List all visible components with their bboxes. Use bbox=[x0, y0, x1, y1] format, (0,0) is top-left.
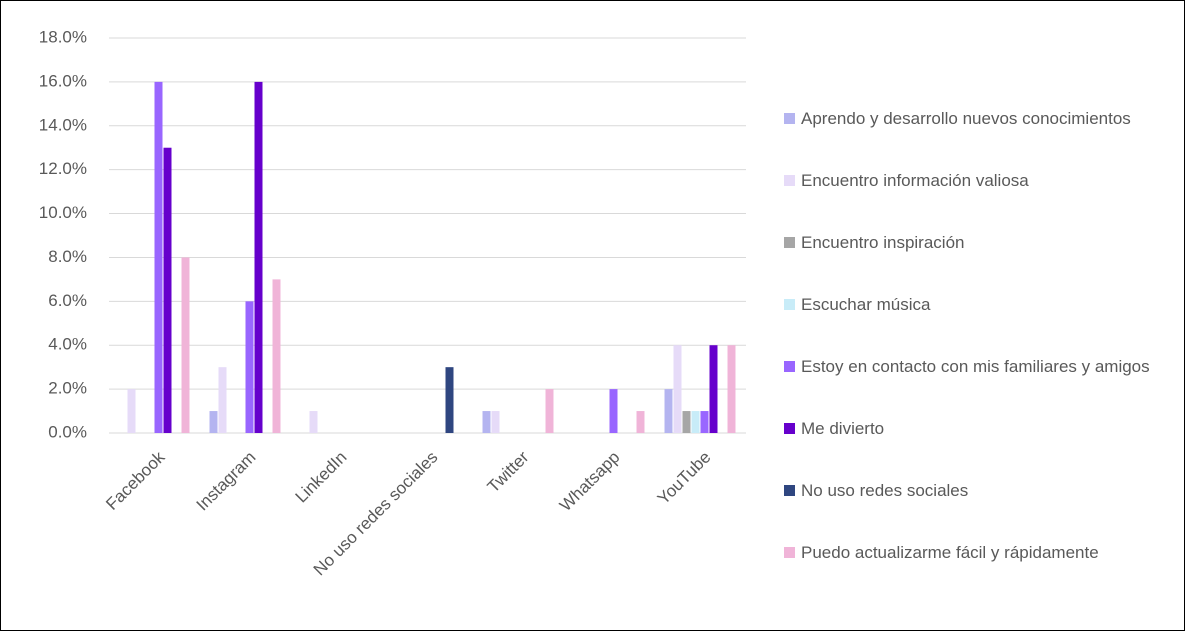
legend-swatch bbox=[784, 299, 795, 310]
y-tick-label: 18.0% bbox=[39, 27, 87, 46]
legend-swatch bbox=[784, 113, 795, 124]
legend-item: No uso redes sociales bbox=[784, 477, 1179, 504]
bar bbox=[272, 279, 281, 433]
bar bbox=[245, 301, 254, 433]
bar bbox=[482, 411, 491, 433]
legend-item: Me divierto bbox=[784, 415, 1179, 442]
y-tick-label: 12.0% bbox=[39, 159, 87, 178]
x-tick-label: Instagram bbox=[193, 448, 260, 515]
bar bbox=[700, 411, 709, 433]
x-tick-label: YouTube bbox=[654, 448, 715, 509]
bar bbox=[609, 389, 618, 433]
bar bbox=[491, 411, 500, 433]
bar bbox=[181, 257, 190, 433]
legend-label: Escuchar música bbox=[801, 295, 931, 314]
x-tick-label: Whatsapp bbox=[556, 448, 624, 516]
bar bbox=[209, 411, 218, 433]
legend-item: Escuchar música bbox=[784, 291, 1179, 318]
legend-item: Encuentro información valiosa bbox=[784, 167, 1179, 194]
bar bbox=[691, 411, 700, 433]
bar bbox=[127, 389, 136, 433]
y-tick-label: 10.0% bbox=[39, 203, 87, 222]
bar bbox=[163, 147, 172, 433]
bar bbox=[254, 81, 263, 433]
x-tick-label: Facebook bbox=[102, 447, 169, 514]
bar bbox=[309, 411, 318, 433]
y-tick-label: 4.0% bbox=[48, 335, 87, 354]
legend-swatch bbox=[784, 423, 795, 434]
y-tick-label: 6.0% bbox=[48, 291, 87, 310]
legend-label: Estoy en contacto con mis familiares y a… bbox=[801, 357, 1150, 376]
bar bbox=[154, 81, 163, 433]
bar bbox=[664, 389, 673, 433]
legend-swatch bbox=[784, 547, 795, 558]
legend-label: Encuentro información valiosa bbox=[801, 171, 1029, 190]
bar bbox=[218, 367, 227, 433]
legend-label: Aprendo y desarrollo nuevos conocimiento… bbox=[801, 109, 1131, 128]
bar bbox=[636, 411, 645, 433]
legend-item: Estoy en contacto con mis familiares y a… bbox=[784, 353, 1179, 380]
legend-swatch bbox=[784, 175, 795, 186]
bar bbox=[445, 367, 454, 433]
legend-label: Puedo actualizarme fácil y rápidamente bbox=[801, 543, 1099, 562]
bar bbox=[709, 345, 718, 433]
bar bbox=[545, 389, 554, 433]
y-tick-label: 14.0% bbox=[39, 115, 87, 134]
legend-label: Encuentro inspiración bbox=[801, 233, 965, 252]
bar bbox=[673, 345, 682, 433]
y-tick-label: 16.0% bbox=[39, 71, 87, 90]
y-tick-label: 0.0% bbox=[48, 422, 87, 441]
x-tick-label: Twitter bbox=[484, 447, 533, 496]
bar bbox=[727, 345, 736, 433]
legend-label: Me divierto bbox=[801, 419, 885, 438]
y-tick-label: 8.0% bbox=[48, 247, 87, 266]
legend-swatch bbox=[784, 361, 795, 372]
y-tick-label: 2.0% bbox=[48, 379, 87, 398]
bar bbox=[682, 411, 691, 433]
legend-item: Puedo actualizarme fácil y rápidamente bbox=[784, 539, 1179, 566]
legend-item: Aprendo y desarrollo nuevos conocimiento… bbox=[784, 105, 1179, 132]
legend-item: Encuentro inspiración bbox=[784, 229, 1179, 256]
legend-swatch bbox=[784, 485, 795, 496]
x-tick-label: LinkedIn bbox=[292, 448, 351, 507]
legend-label: No uso redes sociales bbox=[801, 481, 969, 500]
legend-swatch bbox=[784, 237, 795, 248]
